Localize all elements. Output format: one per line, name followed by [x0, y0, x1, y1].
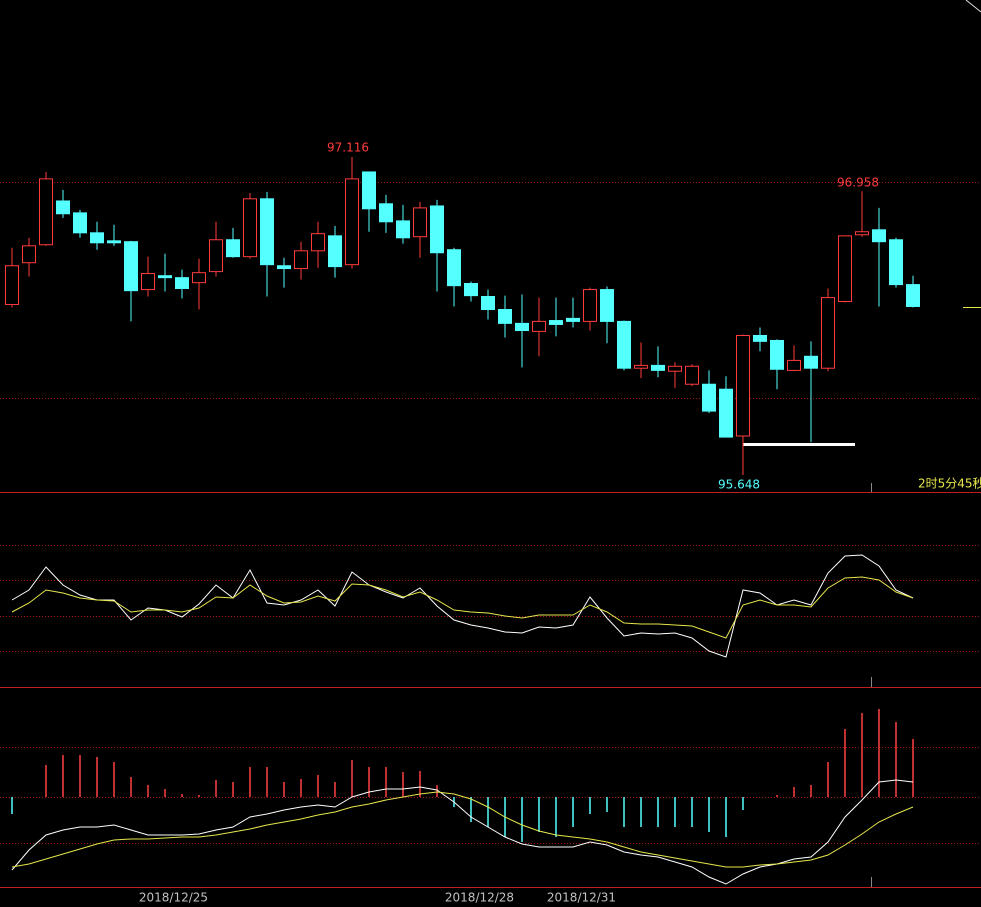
candle-body	[56, 200, 70, 215]
candle-body	[464, 283, 478, 297]
candle-body	[413, 207, 427, 238]
candle-body	[651, 364, 665, 371]
candle-body	[90, 232, 104, 244]
candle-body	[396, 220, 410, 239]
candle-body	[5, 265, 19, 306]
candle-body	[175, 277, 189, 289]
candle-body	[855, 231, 869, 236]
candle-body	[481, 296, 495, 311]
candle-body	[73, 212, 87, 234]
candle-body	[872, 229, 886, 243]
candle-body	[566, 317, 580, 322]
low-label: 95.648	[718, 478, 760, 492]
candle-body	[549, 320, 563, 325]
candle-body	[345, 178, 359, 266]
candle-body	[192, 272, 206, 284]
x-tick-label: 2018/12/31	[547, 891, 616, 905]
macd-line	[11, 791, 914, 868]
candle-body	[889, 239, 903, 286]
candle-body	[277, 265, 291, 270]
candle-body	[906, 284, 920, 307]
candle-body	[753, 334, 767, 342]
candle-body	[447, 249, 461, 287]
indicator-line	[11, 576, 914, 639]
candle-body	[158, 275, 172, 279]
candle-body	[243, 198, 257, 258]
candle-body	[430, 205, 444, 254]
candle-body	[617, 320, 631, 369]
candle-body	[498, 309, 512, 324]
candle-body	[838, 235, 852, 302]
candle-body	[311, 233, 325, 252]
candle-body	[107, 240, 121, 244]
candle-body	[804, 355, 818, 369]
candle-body	[634, 364, 648, 369]
x-tick-label: 2018/12/25	[139, 891, 208, 905]
candle-body	[515, 322, 529, 332]
candle-body	[702, 383, 716, 412]
candle-body	[600, 289, 614, 322]
candle-body	[719, 388, 733, 438]
candle-body	[141, 273, 155, 291]
candle-body	[39, 178, 53, 246]
high-label: 97.116	[327, 141, 369, 155]
candle-body	[770, 339, 784, 370]
macd-line	[11, 779, 914, 885]
candle-body	[532, 320, 546, 332]
high-label: 96.958	[837, 176, 879, 190]
candle-body	[583, 289, 597, 322]
candle-body	[22, 245, 36, 264]
candle-body	[294, 250, 308, 270]
candle-body	[124, 241, 138, 292]
candle-body	[328, 235, 342, 268]
candle-body	[362, 171, 376, 210]
countdown: 2时5分45秒	[918, 477, 981, 491]
candle-body	[668, 365, 682, 372]
candle-body	[209, 239, 223, 273]
candle-body	[685, 365, 699, 385]
x-tick-label: 2018/12/28	[445, 891, 514, 905]
candle-body	[736, 334, 750, 437]
candle-body	[379, 203, 393, 223]
candle-body	[260, 198, 274, 266]
candle-body	[821, 297, 835, 369]
candle-body	[787, 359, 801, 371]
corner-mark	[965, 0, 981, 13]
candle-body	[226, 239, 240, 258]
